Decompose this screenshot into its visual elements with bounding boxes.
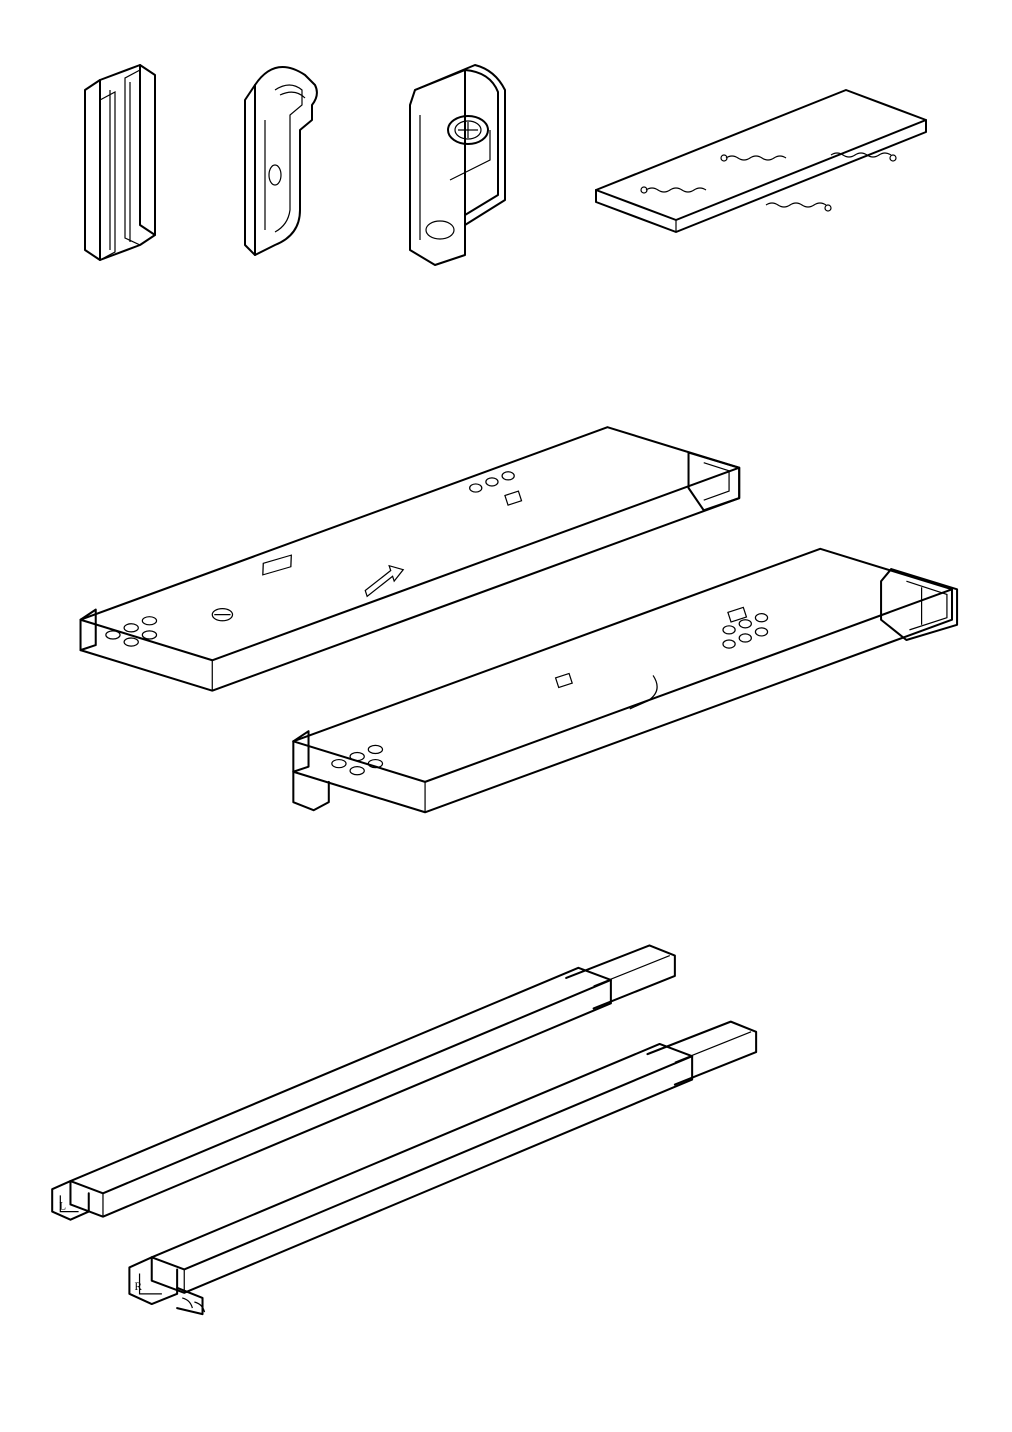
part-126888: [380, 60, 560, 360]
rails-bot-drawing: L R: [40, 900, 812, 1320]
svg-text:R: R: [134, 1281, 142, 1293]
part-128535-drawing: [560, 60, 952, 280]
part-128535: [560, 60, 952, 360]
svg-text:L: L: [59, 1201, 66, 1213]
part-126889-drawing: [220, 60, 380, 280]
part-128536: [60, 60, 220, 360]
instruction-page: L R: [0, 0, 1012, 1432]
top-parts-row: [60, 60, 952, 360]
rails-pair-147234-147235: L R: [40, 900, 812, 1320]
part-126888-drawing: [380, 60, 560, 280]
rails-mid-drawing: [40, 380, 952, 900]
part-128536-drawing: [60, 60, 220, 280]
part-126889: [220, 60, 380, 360]
rails-pair-148597-148598: [40, 380, 952, 900]
